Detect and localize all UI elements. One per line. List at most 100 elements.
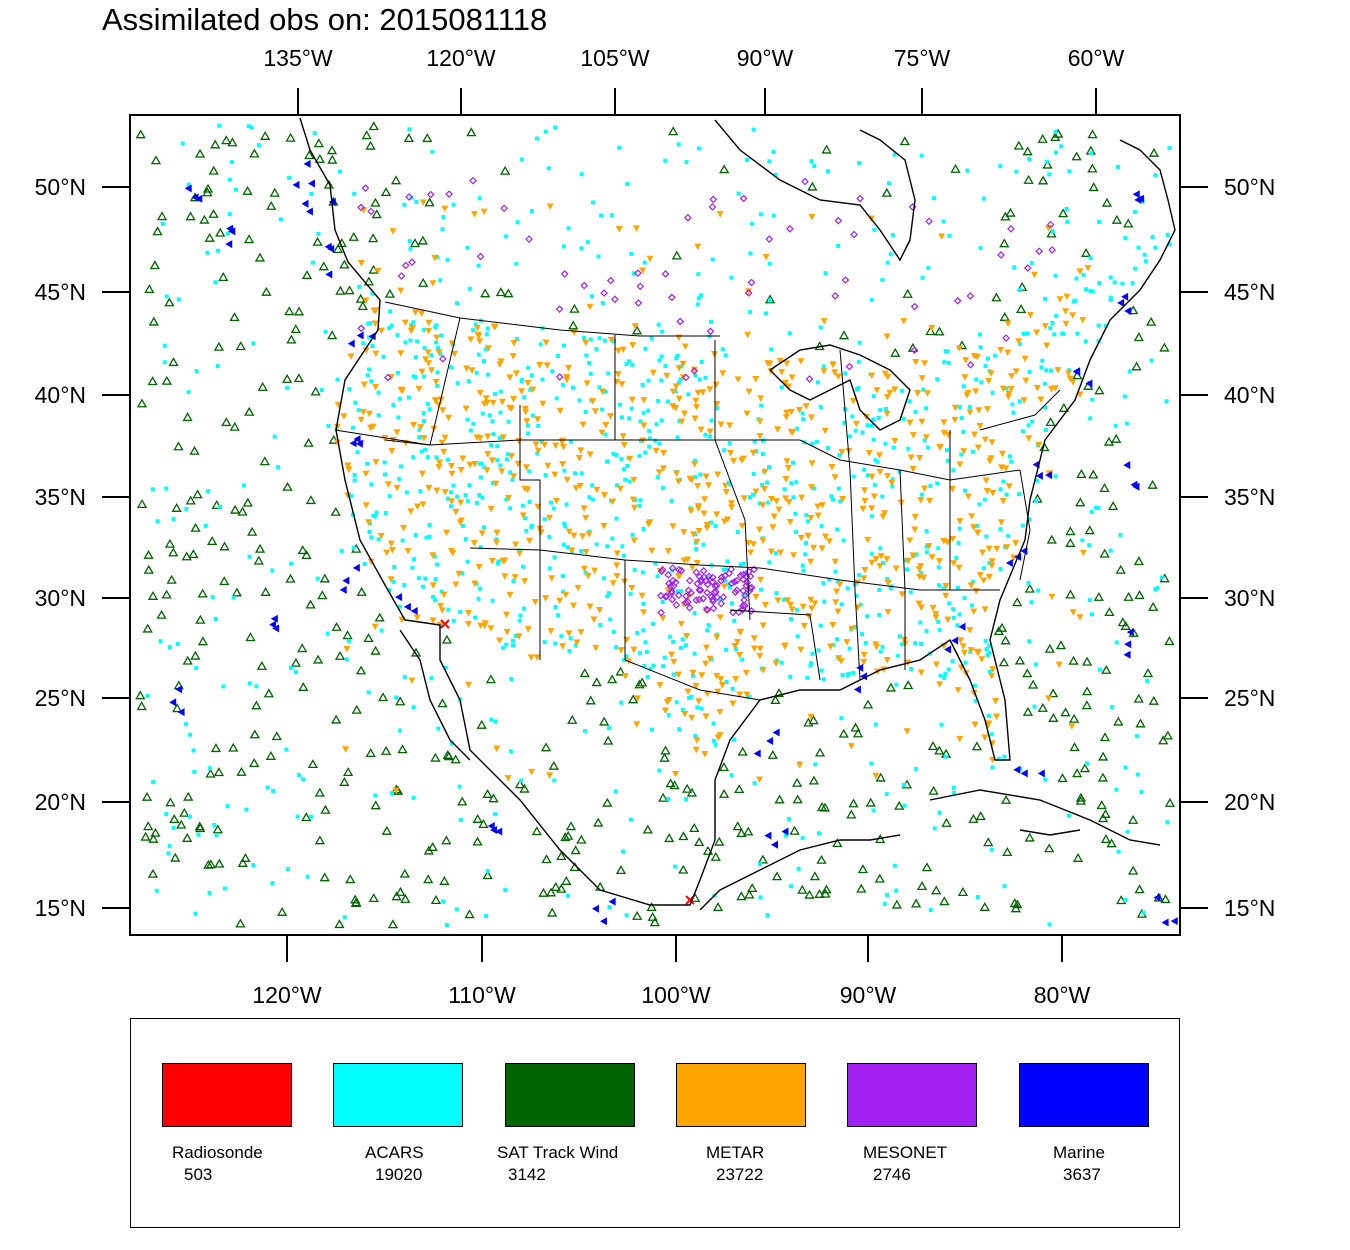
sat-track-wind-marker (355, 293, 366, 303)
right-lat-label: 35°N (1224, 484, 1275, 510)
metar-marker (759, 622, 767, 630)
metar-marker (706, 428, 714, 436)
acars-marker (869, 423, 874, 428)
sat-track-wind-marker (305, 599, 316, 609)
marine-marker (269, 620, 277, 629)
acars-marker (984, 534, 989, 539)
acars-marker (550, 369, 555, 374)
mesonet-marker (731, 588, 740, 596)
acars-marker (1022, 331, 1027, 336)
acars-marker (562, 468, 567, 473)
metar-marker (749, 541, 757, 548)
acars-marker (526, 365, 531, 370)
metar-marker (847, 743, 855, 750)
acars-marker (698, 293, 703, 298)
metar-marker (638, 592, 646, 600)
metar-marker (689, 669, 697, 677)
acars-marker (1108, 548, 1113, 553)
marine-marker (753, 749, 761, 758)
metar-marker (936, 681, 944, 688)
sat-track-wind-marker (820, 888, 831, 898)
acars-marker (369, 482, 374, 487)
acars-marker (413, 355, 418, 360)
acars-marker (1114, 787, 1119, 792)
acars-marker (738, 562, 743, 567)
sat-track-wind-marker (240, 853, 251, 862)
acars-marker (594, 542, 599, 547)
acars-marker (919, 153, 924, 158)
metar-marker (694, 389, 702, 397)
sat-track-wind-marker (488, 793, 499, 803)
metar-marker (418, 470, 426, 478)
metar-marker (1062, 320, 1070, 328)
mesonet-marker (953, 296, 962, 305)
sat-track-wind-marker (397, 744, 408, 754)
sat-track-wind-marker (1162, 730, 1173, 740)
acars-marker (1096, 506, 1101, 511)
acars-marker (194, 368, 199, 373)
acars-marker (1088, 256, 1093, 261)
metar-marker (929, 604, 937, 612)
mesonet-marker (426, 190, 435, 199)
sat-track-wind-marker (204, 232, 215, 242)
metar-marker (476, 435, 484, 442)
metar-marker (504, 775, 512, 782)
acars-marker (1159, 575, 1164, 580)
sat-track-wind-marker (1128, 305, 1139, 315)
acars-marker (724, 647, 729, 652)
acars-marker (1118, 532, 1123, 537)
acars-marker (1073, 298, 1078, 303)
acars-marker (434, 340, 439, 345)
sat-track-wind-marker (208, 208, 219, 218)
acars-marker (526, 431, 531, 436)
metar-marker (688, 564, 696, 572)
metar-marker (900, 318, 908, 325)
acars-marker (852, 624, 857, 629)
metar-marker (381, 435, 389, 442)
acars-marker (1067, 169, 1072, 174)
metar-marker (998, 450, 1006, 458)
sat-track-wind-marker (807, 181, 818, 191)
metar-marker (508, 453, 516, 460)
acars-marker (613, 789, 618, 794)
acars-marker (752, 439, 757, 444)
acars-marker (674, 700, 679, 705)
acars-marker (787, 331, 792, 336)
marine-marker (324, 242, 332, 251)
acars-marker (366, 321, 371, 326)
acars-marker (411, 705, 416, 710)
acars-marker (694, 547, 699, 552)
acars-marker (831, 642, 836, 647)
metar-marker (357, 416, 365, 424)
metar-marker (767, 495, 775, 503)
metar-marker (814, 512, 822, 520)
sat-track-wind-marker (348, 231, 359, 241)
metar-marker (365, 519, 373, 526)
metar-marker (431, 254, 439, 262)
metar-marker (904, 557, 912, 565)
acars-marker (568, 636, 573, 641)
acars-marker (760, 482, 765, 487)
acars-marker (619, 700, 624, 705)
sat-track-wind-marker (188, 549, 199, 559)
acars-marker (979, 380, 984, 385)
acars-marker (730, 686, 735, 691)
metar-marker (596, 606, 604, 614)
legend-count: 3637 (1063, 1165, 1101, 1184)
sat-track-wind-marker (1099, 483, 1110, 493)
sat-track-wind-marker (236, 766, 247, 776)
sat-track-wind-marker (210, 743, 222, 753)
acars-marker (151, 780, 156, 785)
mesonet-marker (699, 594, 707, 603)
acars-marker (207, 766, 212, 771)
sat-track-wind-marker (182, 833, 193, 842)
metar-marker (740, 495, 748, 502)
mesonet-marker (734, 608, 743, 617)
acars-marker (610, 536, 615, 541)
marine-marker (1005, 558, 1013, 567)
acars-marker (818, 623, 823, 628)
metar-marker (728, 504, 736, 511)
acars-marker (663, 158, 668, 163)
sat-track-wind-marker (950, 163, 961, 173)
metar-marker (868, 473, 876, 481)
